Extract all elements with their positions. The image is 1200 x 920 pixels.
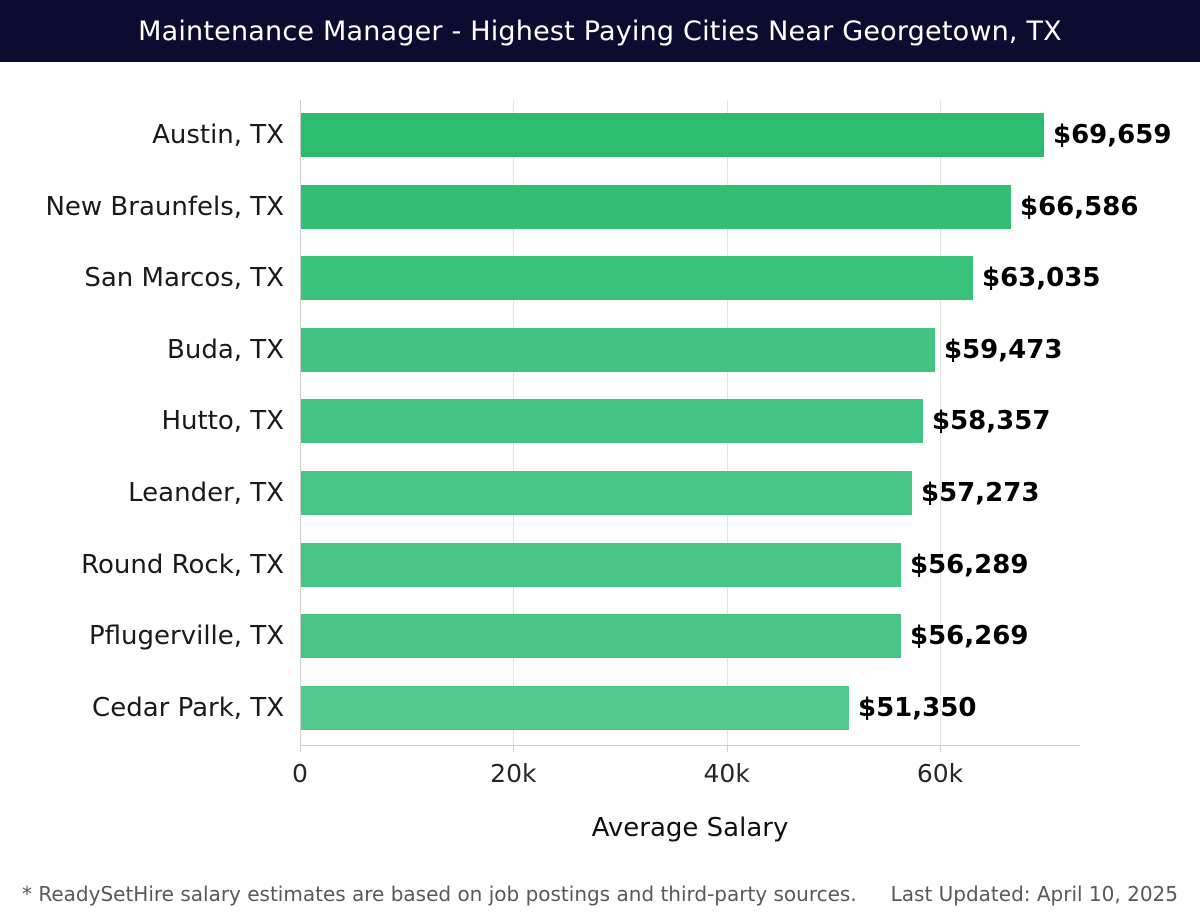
value-label-buda-tx: $59,473	[944, 334, 1063, 365]
chart-title: Maintenance Manager - Highest Paying Cit…	[138, 15, 1062, 47]
x-tick-label-20k: 20k	[490, 759, 537, 788]
category-label-pflugerville-tx: Pflugerville, TX	[89, 621, 284, 652]
bar-hutto-tx	[301, 399, 923, 444]
title-bar: Maintenance Manager - Highest Paying Cit…	[0, 0, 1200, 62]
x-axis-tick-0	[300, 745, 301, 752]
x-axis-tick-60k	[940, 745, 941, 752]
bar-chart: Austin, TX $69,659 New Braunfels, TX $66,58…	[0, 62, 1200, 852]
footer: * ReadySetHire salary estimates are base…	[0, 868, 1200, 920]
bar-new-braunfels-tx	[301, 184, 1011, 229]
bar-cedar-park-tx	[301, 685, 849, 730]
x-tick-label-0: 0	[292, 759, 308, 788]
category-label-san-marcos-tx: San Marcos, TX	[84, 263, 284, 294]
bar-pflugerville-tx	[301, 614, 901, 659]
value-label-pflugerville-tx: $56,269	[910, 621, 1029, 652]
value-label-new-braunfels-tx: $66,586	[1020, 191, 1139, 222]
bar-san-marcos-tx	[301, 256, 973, 301]
value-label-round-rock-tx: $56,289	[910, 549, 1029, 580]
last-updated: Last Updated: April 10, 2025	[890, 882, 1178, 906]
x-tick-label-60k: 60k	[916, 759, 964, 788]
bar-buda-tx	[301, 327, 935, 372]
value-label-leander-tx: $57,273	[921, 478, 1040, 508]
source-note: * ReadySetHire salary estimates are base…	[22, 882, 857, 906]
value-label-cedar-park-tx: $51,350	[858, 692, 977, 723]
category-label-cedar-park-tx: Cedar Park, TX	[92, 692, 284, 723]
x-axis-line	[300, 745, 1080, 746]
bar-round-rock-tx	[301, 542, 901, 587]
x-axis-tick-40k	[726, 745, 728, 752]
category-label-austin-tx: Austin, TX	[152, 120, 284, 150]
y-axis-line	[300, 100, 301, 745]
x-axis-tick-20k	[513, 745, 515, 752]
category-label-hutto-tx: Hutto, TX	[161, 406, 284, 437]
bar-leander-tx	[301, 471, 912, 515]
value-label-san-marcos-tx: $63,035	[982, 263, 1101, 294]
value-label-austin-tx: $69,659	[1053, 120, 1172, 150]
category-label-buda-tx: Buda, TX	[167, 334, 284, 365]
value-label-hutto-tx: $58,357	[932, 406, 1051, 437]
gridline-60k	[940, 100, 941, 745]
category-label-new-braunfels-tx: New Braunfels, TX	[45, 191, 284, 222]
category-label-leander-tx: Leander, TX	[128, 478, 284, 508]
x-tick-label-40k: 40k	[703, 759, 750, 788]
bar-austin-tx	[301, 113, 1044, 157]
x-axis-title: Average Salary	[591, 813, 789, 843]
category-label-round-rock-tx: Round Rock, TX	[81, 549, 284, 580]
